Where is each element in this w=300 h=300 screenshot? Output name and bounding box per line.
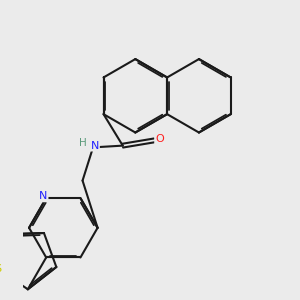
Text: H: H: [80, 138, 87, 148]
Text: O: O: [155, 134, 164, 144]
Text: S: S: [0, 264, 2, 274]
Text: N: N: [91, 141, 99, 151]
Text: N: N: [39, 191, 48, 201]
